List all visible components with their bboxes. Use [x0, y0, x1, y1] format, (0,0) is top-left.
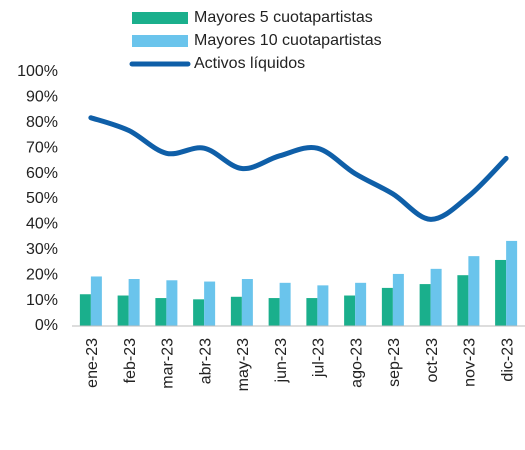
bar [128, 279, 140, 326]
x-tick-label: ene-23 [84, 338, 101, 388]
x-tick-label: abr-23 [197, 338, 214, 384]
bar [230, 296, 242, 326]
x-tick-label: oct-23 [424, 338, 441, 383]
line [88, 115, 509, 222]
bar [506, 240, 518, 326]
bar [495, 259, 507, 326]
legend-swatch [132, 12, 188, 24]
bar [241, 279, 253, 326]
bar [155, 298, 167, 326]
x-tick-label: nov-23 [462, 338, 479, 387]
y-tick-label: 80% [26, 114, 58, 131]
x-tick-label: dic-23 [499, 338, 516, 382]
legend-label: Mayores 5 cuotapartistas [194, 9, 373, 26]
bar [344, 295, 356, 326]
bar [117, 295, 129, 326]
y-tick-label: 30% [26, 241, 58, 258]
x-tick-label: ago-23 [348, 338, 365, 388]
x-tick-label: feb-23 [122, 338, 139, 383]
bar [419, 284, 431, 326]
x-tick-label: jul-23 [311, 338, 328, 378]
y-tick-label: 50% [26, 190, 58, 207]
x-tick-label: jun-23 [273, 338, 290, 384]
bar [279, 282, 291, 326]
legend-label: Mayores 10 cuotapartistas [194, 32, 382, 49]
y-tick-label: 40% [26, 216, 58, 233]
bar [468, 256, 480, 326]
y-tick-label: 10% [26, 292, 58, 309]
y-tick-label: 60% [26, 165, 58, 182]
y-tick-label: 20% [26, 266, 58, 283]
legend-label: Activos líquidos [194, 55, 305, 72]
x-tick-label: may-23 [235, 338, 252, 391]
x-tick-label: mar-23 [160, 338, 177, 389]
x-tick-label: sep-23 [386, 338, 403, 387]
y-tick-label: 100% [17, 63, 58, 80]
bar [392, 273, 404, 326]
bar [430, 268, 442, 326]
bar [355, 282, 367, 326]
bar [166, 280, 178, 326]
bar [317, 285, 329, 326]
bar [90, 276, 102, 326]
y-tick-label: 0% [35, 317, 58, 334]
y-tick-label: 90% [26, 89, 58, 106]
bar [381, 287, 393, 326]
y-tick-label: 70% [26, 139, 58, 156]
bar [457, 275, 469, 326]
bar [204, 281, 216, 326]
bar [306, 298, 318, 326]
legend-swatch [132, 35, 188, 47]
bar [79, 294, 91, 326]
bar [193, 299, 205, 326]
bar [268, 298, 280, 326]
